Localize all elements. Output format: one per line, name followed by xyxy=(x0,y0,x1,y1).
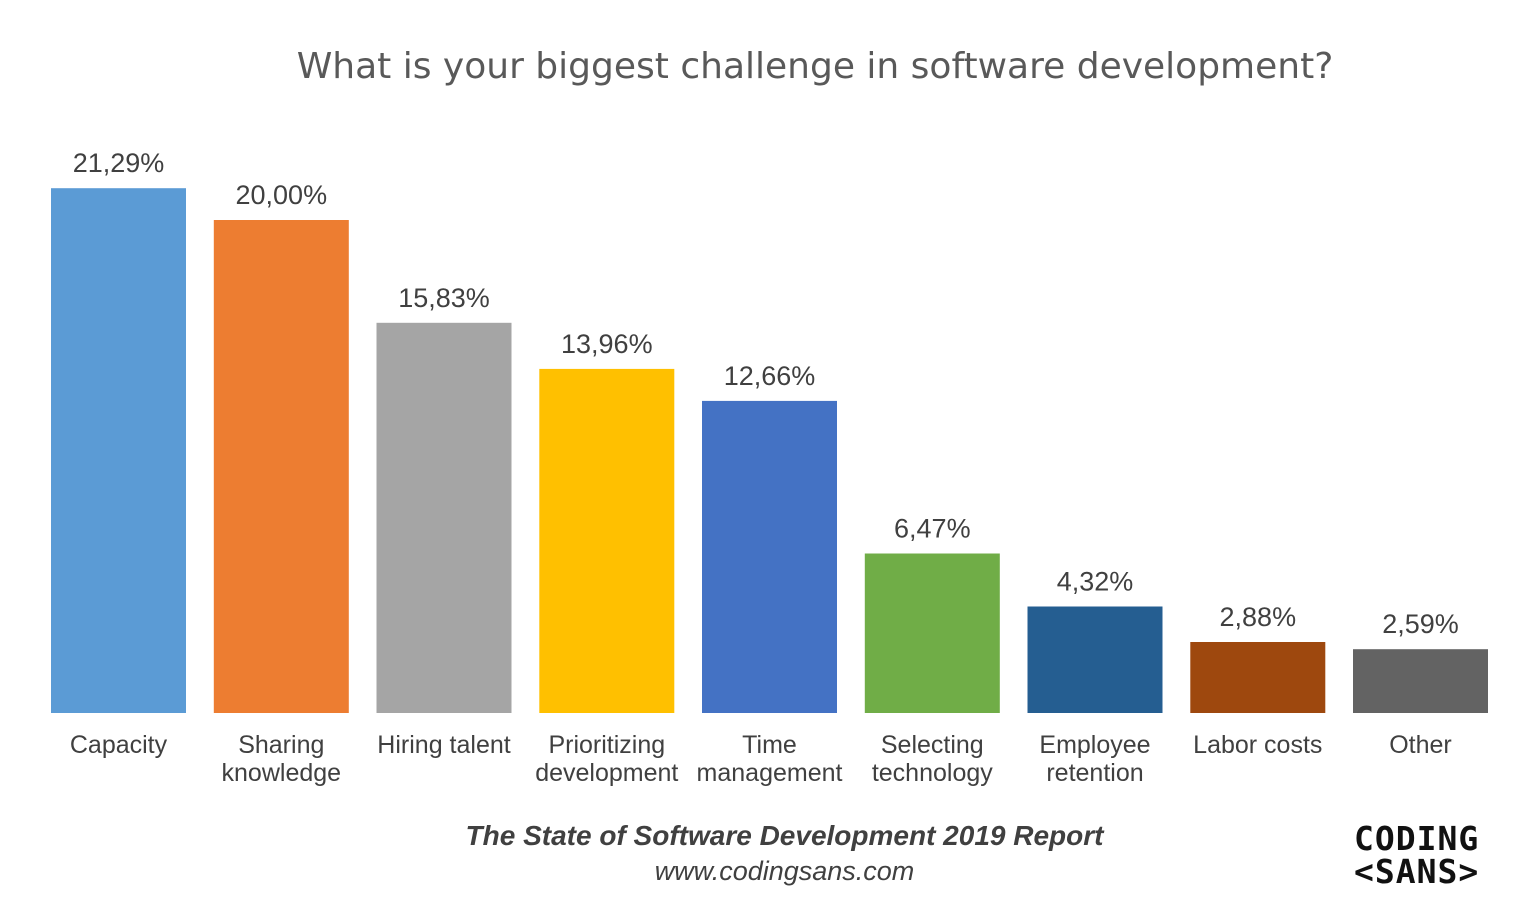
value-label-2: 15,83% xyxy=(398,283,490,313)
category-label-7-line-0: Labor costs xyxy=(1193,731,1322,759)
value-label-5: 6,47% xyxy=(894,514,971,544)
bar-8 xyxy=(1353,649,1488,713)
category-label-6-line-0: Employee xyxy=(1039,731,1150,759)
category-label-8-line-0: Other xyxy=(1389,731,1452,759)
value-label-7: 2,88% xyxy=(1220,602,1297,632)
category-label-2-line-0: Hiring talent xyxy=(377,731,510,759)
codingsans-logo: CODING <SANS> xyxy=(1354,822,1514,888)
value-label-6: 4,32% xyxy=(1057,567,1134,597)
logo-line-1: CODING xyxy=(1354,819,1480,858)
category-label-1-line-1: knowledge xyxy=(222,759,342,787)
bar-7 xyxy=(1190,642,1326,713)
category-label-0-line-0: Capacity xyxy=(70,731,168,759)
bar-0 xyxy=(51,188,186,713)
value-label-4: 12,66% xyxy=(724,361,816,391)
bar-3 xyxy=(539,368,675,713)
report-url: www.codingsans.com xyxy=(654,856,915,886)
report-title: The State of Software Development 2019 R… xyxy=(465,820,1104,851)
category-label-5-line-1: technology xyxy=(872,759,993,787)
category-label-3-line-1: development xyxy=(535,759,678,787)
value-label-8: 2,59% xyxy=(1382,609,1459,639)
value-label-1: 20,00% xyxy=(236,180,328,210)
category-label-6-line-1: retention xyxy=(1046,759,1143,787)
bars-group xyxy=(51,188,1488,713)
category-label-1-line-0: Sharing xyxy=(238,731,324,759)
bar-5 xyxy=(864,553,1000,713)
bar-4 xyxy=(702,400,837,713)
bar-1 xyxy=(213,220,349,713)
bar-6 xyxy=(1027,606,1163,713)
category-label-4-line-1: management xyxy=(697,759,843,787)
chart-title: What is your biggest challenge in softwa… xyxy=(297,46,1334,87)
value-labels-group: 21,29% 20,00% 15,83% 13,96% 12,66% 6,47% 4,32%… xyxy=(73,148,1459,639)
value-label-0: 21,29% xyxy=(73,148,165,178)
category-label-3-line-0: Prioritizing xyxy=(548,731,665,759)
category-label-4-line-0: Time xyxy=(742,731,797,759)
value-label-3: 13,96% xyxy=(561,329,653,359)
logo-line-2: <SANS> xyxy=(1354,852,1480,891)
category-label-5-line-0: Selecting xyxy=(881,731,984,759)
bar-2 xyxy=(376,322,512,713)
